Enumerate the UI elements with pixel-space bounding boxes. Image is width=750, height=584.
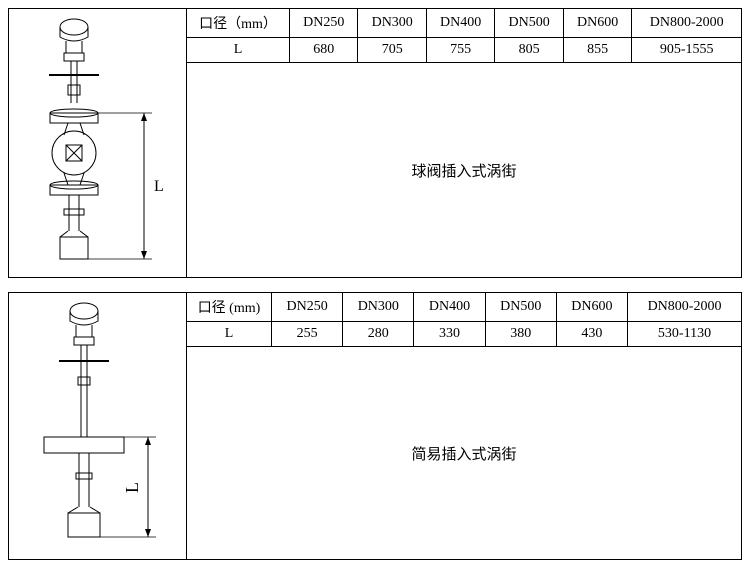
hdr-dn400-2: DN400 (414, 293, 485, 322)
hdr-dn250-1: DN250 (290, 9, 358, 38)
caption-1: 球阀插入式涡街 (187, 63, 741, 277)
hdr-dn800-2: DN800-2000 (628, 293, 741, 322)
dim-label-L2: L (122, 482, 142, 493)
val-2-2: 330 (414, 322, 485, 347)
val-2-3: 380 (485, 322, 556, 347)
block-ball-valve: L 口径（mm） DN250 DN300 DN400 DN500 DN600 D… (8, 8, 742, 278)
row-label-1: L (187, 38, 290, 63)
val-2-0: 255 (272, 322, 343, 347)
hdr-dn300-1: DN300 (358, 9, 426, 38)
simple-insert-diagram-svg: L (14, 297, 182, 555)
dimension-table-2: 口径 (mm) DN250 DN300 DN400 DN500 DN600 DN… (187, 293, 741, 347)
hdr-caliber-1: 口径（mm） (187, 9, 290, 38)
val-1-0: 680 (290, 38, 358, 63)
val-2-1: 280 (343, 322, 414, 347)
data-area-2: 口径 (mm) DN250 DN300 DN400 DN500 DN600 DN… (187, 293, 741, 559)
val-1-4: 855 (563, 38, 631, 63)
hdr-dn500-2: DN500 (485, 293, 556, 322)
dimension-table-1: 口径（mm） DN250 DN300 DN400 DN500 DN600 DN8… (187, 9, 741, 63)
hdr-dn300-2: DN300 (343, 293, 414, 322)
row-label-2: L (187, 322, 272, 347)
hdr-dn500-1: DN500 (495, 9, 563, 38)
ball-valve-diagram-svg: L (14, 13, 182, 273)
data-area-1: 口径（mm） DN250 DN300 DN400 DN500 DN600 DN8… (187, 9, 741, 277)
hdr-dn400-1: DN400 (426, 9, 494, 38)
hdr-dn250-2: DN250 (272, 293, 343, 322)
val-2-4: 430 (556, 322, 627, 347)
diagram-simple-insert: L (9, 293, 187, 559)
val-1-3: 805 (495, 38, 563, 63)
diagram-ball-valve: L (9, 9, 187, 277)
val-1-2: 755 (426, 38, 494, 63)
val-1-5: 905-1555 (632, 38, 741, 63)
caption-2: 简易插入式涡街 (187, 347, 741, 559)
hdr-caliber-2: 口径 (mm) (187, 293, 272, 322)
hdr-dn600-1: DN600 (563, 9, 631, 38)
val-1-1: 705 (358, 38, 426, 63)
block-simple-insert: L 口径 (mm) DN250 DN300 DN400 DN500 DN600 … (8, 292, 742, 560)
hdr-dn600-2: DN600 (556, 293, 627, 322)
dim-label-L1: L (154, 178, 164, 195)
val-2-5: 530-1130 (628, 322, 741, 347)
hdr-dn800-1: DN800-2000 (632, 9, 741, 38)
